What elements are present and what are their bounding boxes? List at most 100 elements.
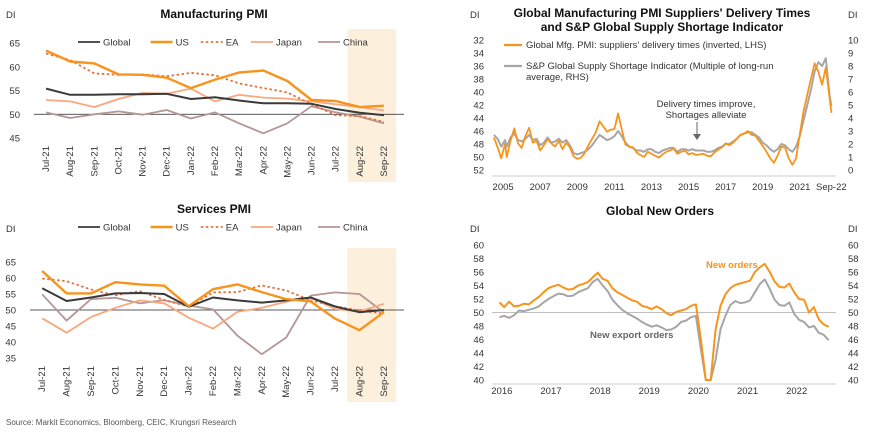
x-tick-label: 2009 xyxy=(567,182,588,193)
y-tick-label-left: 38 xyxy=(473,75,484,86)
highlight-band xyxy=(347,248,396,402)
global-new-orders-chart: Global New Orders DI DI 40 40 42 42 44 44 46 46… xyxy=(470,204,859,397)
y-tick-label-left: 52 xyxy=(473,295,484,306)
y-axis-label-left: DI xyxy=(470,224,480,235)
legend-label: Japan xyxy=(276,38,302,49)
x-tick-label: 2016 xyxy=(491,386,512,397)
y-tick-label-left: 46 xyxy=(473,335,484,346)
y-tick-label-right: 5 xyxy=(848,101,853,112)
x-tick-label: 2019 xyxy=(752,182,773,193)
chart-title: Services PMI xyxy=(177,202,251,216)
y-tick-label-right: 8 xyxy=(848,62,853,73)
y-tick-label-right: 9 xyxy=(848,49,853,60)
y-tick-label-left: 40 xyxy=(473,376,484,387)
annotation-arrow-head xyxy=(693,134,701,140)
y-tick-label-right: 10 xyxy=(848,36,859,47)
y-tick-label-right: 6 xyxy=(848,88,853,99)
y-tick-label-right: 56 xyxy=(848,268,859,279)
x-tick-label: 2011 xyxy=(604,182,624,193)
x-tick-label: 2019 xyxy=(639,386,660,397)
x-tick-label: May-22 xyxy=(281,366,292,398)
x-tick-label: Nov-21 xyxy=(135,366,146,397)
x-tick-label: Jun-22 xyxy=(306,366,317,395)
y-tick-label: 50 xyxy=(9,110,20,121)
annotation-new-export-orders: New export orders xyxy=(590,330,673,341)
x-tick-label: Dec-21 xyxy=(159,366,170,397)
x-tick-label: 2013 xyxy=(641,182,662,193)
legend-label: China xyxy=(343,223,369,234)
y-tick-label-left: 34 xyxy=(473,49,484,60)
y-tick-label-right: 58 xyxy=(848,254,859,265)
x-tick-label: Sep-22 xyxy=(379,366,390,397)
series-line-global xyxy=(41,287,384,314)
x-tick-label: Jul-22 xyxy=(330,366,341,392)
series-line-shortage xyxy=(493,57,833,156)
legend-label: US xyxy=(176,38,189,49)
series-line-new-export-orders xyxy=(499,277,830,381)
delivery-times-chart: Global Manufacturing PMI Suppliers' Deli… xyxy=(470,6,859,193)
legend-label: China xyxy=(343,38,369,49)
x-tick-label: 2015 xyxy=(678,182,699,193)
x-tick-label: Apr-22 xyxy=(257,366,268,395)
y-tick-label: 60 xyxy=(9,62,20,73)
series-line-new-orders xyxy=(498,262,829,381)
series-line-delivery-times xyxy=(493,62,833,166)
y-axis-label: DI xyxy=(6,10,16,21)
x-tick-label: Oct-21 xyxy=(110,366,121,395)
series-line-china xyxy=(45,105,385,135)
legend-label-line-2: average, RHS) xyxy=(526,72,589,83)
series-line-us xyxy=(41,270,385,332)
y-tick-label-left: 44 xyxy=(473,349,484,360)
y-tick-label-right: 1 xyxy=(848,153,853,164)
chart-title-line-2: and S&P Global Supply Shortage Indicator xyxy=(541,20,784,34)
x-tick-label: Dec-21 xyxy=(162,146,173,177)
y-tick-label-left: 58 xyxy=(473,254,484,265)
y-tick-label: 55 xyxy=(9,86,20,97)
y-tick-label-right: 40 xyxy=(848,376,859,387)
y-tick-label-right: 2 xyxy=(848,140,853,151)
y-tick-label: 50 xyxy=(5,306,16,317)
y-tick-label-left: 32 xyxy=(473,36,484,47)
y-tick-label-left: 50 xyxy=(473,308,484,319)
y-tick-label-left: 52 xyxy=(473,166,484,177)
x-tick-label: 2017 xyxy=(715,182,736,193)
y-tick-label: 55 xyxy=(5,290,16,301)
x-tick-label: Apr-22 xyxy=(258,146,269,175)
y-tick-label: 45 xyxy=(9,134,20,145)
series-line-japan xyxy=(41,296,385,334)
source-note: Source: Markit Economics, Bloomberg, CEI… xyxy=(6,418,236,427)
y-tick-label: 65 xyxy=(5,258,16,269)
x-tick-label: Jan-22 xyxy=(186,146,197,175)
series-line-global xyxy=(45,87,384,117)
x-tick-label: Aug-22 xyxy=(355,146,366,177)
services-pmi-chart: Services PMI DI 35 40 45 50 55 60 65 Jul-21 Aug-… xyxy=(5,202,404,402)
y-tick-label-right: 52 xyxy=(848,295,859,306)
x-tick-label: 2021 xyxy=(737,386,758,397)
y-axis-label-left: DI xyxy=(470,10,480,21)
legend-label: Global Mfg. PMI: suppliers' delivery tim… xyxy=(526,40,766,51)
x-tick-label: Aug-21 xyxy=(62,366,73,397)
x-tick-label: 2022 xyxy=(786,386,807,397)
legend-label: US xyxy=(176,223,189,234)
y-tick-label-left: 36 xyxy=(473,62,484,73)
y-tick-label-left: 42 xyxy=(473,362,484,373)
legend-label: Global xyxy=(103,38,130,49)
y-tick-label-right: 44 xyxy=(848,349,859,360)
y-axis-label-right: DI xyxy=(848,224,858,235)
x-tick-label: Jul-21 xyxy=(37,366,48,392)
x-tick-label: Feb-22 xyxy=(208,366,219,396)
y-tick-label-right: 60 xyxy=(848,241,859,252)
y-tick-label-right: 0 xyxy=(848,166,853,177)
x-tick-label: 2020 xyxy=(688,386,709,397)
x-tick-label: May-22 xyxy=(282,146,293,178)
y-tick-label-right: 7 xyxy=(848,75,853,86)
y-tick-label-right: 42 xyxy=(848,362,859,373)
annotation-new-orders: New orders xyxy=(706,260,758,271)
legend-label: Global xyxy=(103,223,130,234)
y-tick-label-left: 40 xyxy=(473,88,484,99)
legend-label-line-1: S&P Global Supply Shortage Indicator (Mu… xyxy=(526,61,774,72)
chart-title-line-1: Global Manufacturing PMI Suppliers' Deli… xyxy=(514,6,811,20)
y-tick-label-left: 54 xyxy=(473,281,484,292)
y-tick-label: 65 xyxy=(9,39,20,50)
